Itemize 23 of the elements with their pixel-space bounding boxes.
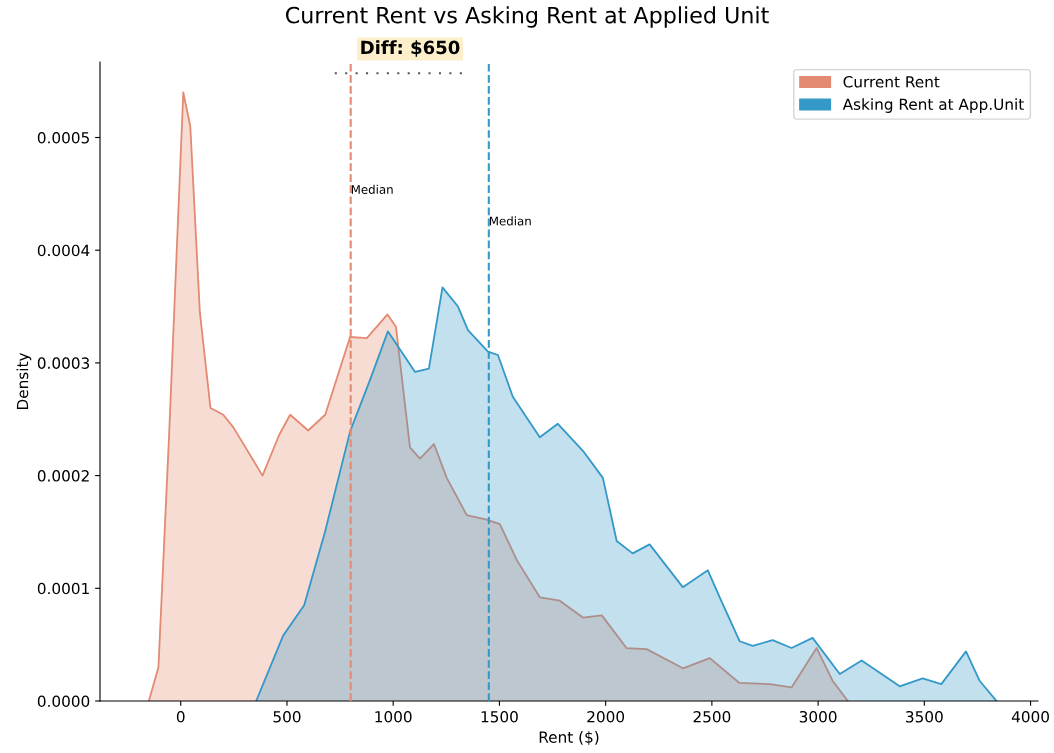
x-tick-label: 3500 — [906, 710, 943, 723]
x-tick-label: 1500 — [481, 710, 518, 723]
y-axis-title: Density — [16, 352, 32, 410]
y-tick-label: 0.0004 — [37, 244, 90, 257]
x-tick-label: 500 — [273, 710, 301, 723]
y-tick-label: 0.0001 — [37, 582, 89, 595]
y-tick-label: 0.0002 — [37, 470, 89, 482]
y-tick-label: 0.0005 — [37, 131, 89, 144]
text: Diff: $650 — [361, 40, 460, 57]
x-tick-label: 3000 — [799, 710, 837, 723]
x-tick-label: 2500 — [693, 710, 731, 723]
x-axis-title: Rent ($) — [539, 731, 599, 745]
annotation: Median — [489, 216, 531, 226]
x-tick-label: 0 — [176, 710, 185, 723]
y-tick-label: 0.0003 — [37, 357, 90, 369]
x-tick-label: 1000 — [375, 710, 412, 723]
chart-title: Current Rent vs Asking Rent at Applied Unit — [285, 6, 769, 28]
y-tick-label: 0.0000 — [37, 695, 90, 708]
legend-label: Asking Rent at App.Unit — [842, 98, 1024, 113]
annotation: Median — [351, 184, 393, 194]
legend-label: Current Rent — [843, 76, 940, 88]
x-tick-label: 2000 — [587, 710, 625, 723]
x-tick-label: 4000 — [1011, 710, 1049, 723]
